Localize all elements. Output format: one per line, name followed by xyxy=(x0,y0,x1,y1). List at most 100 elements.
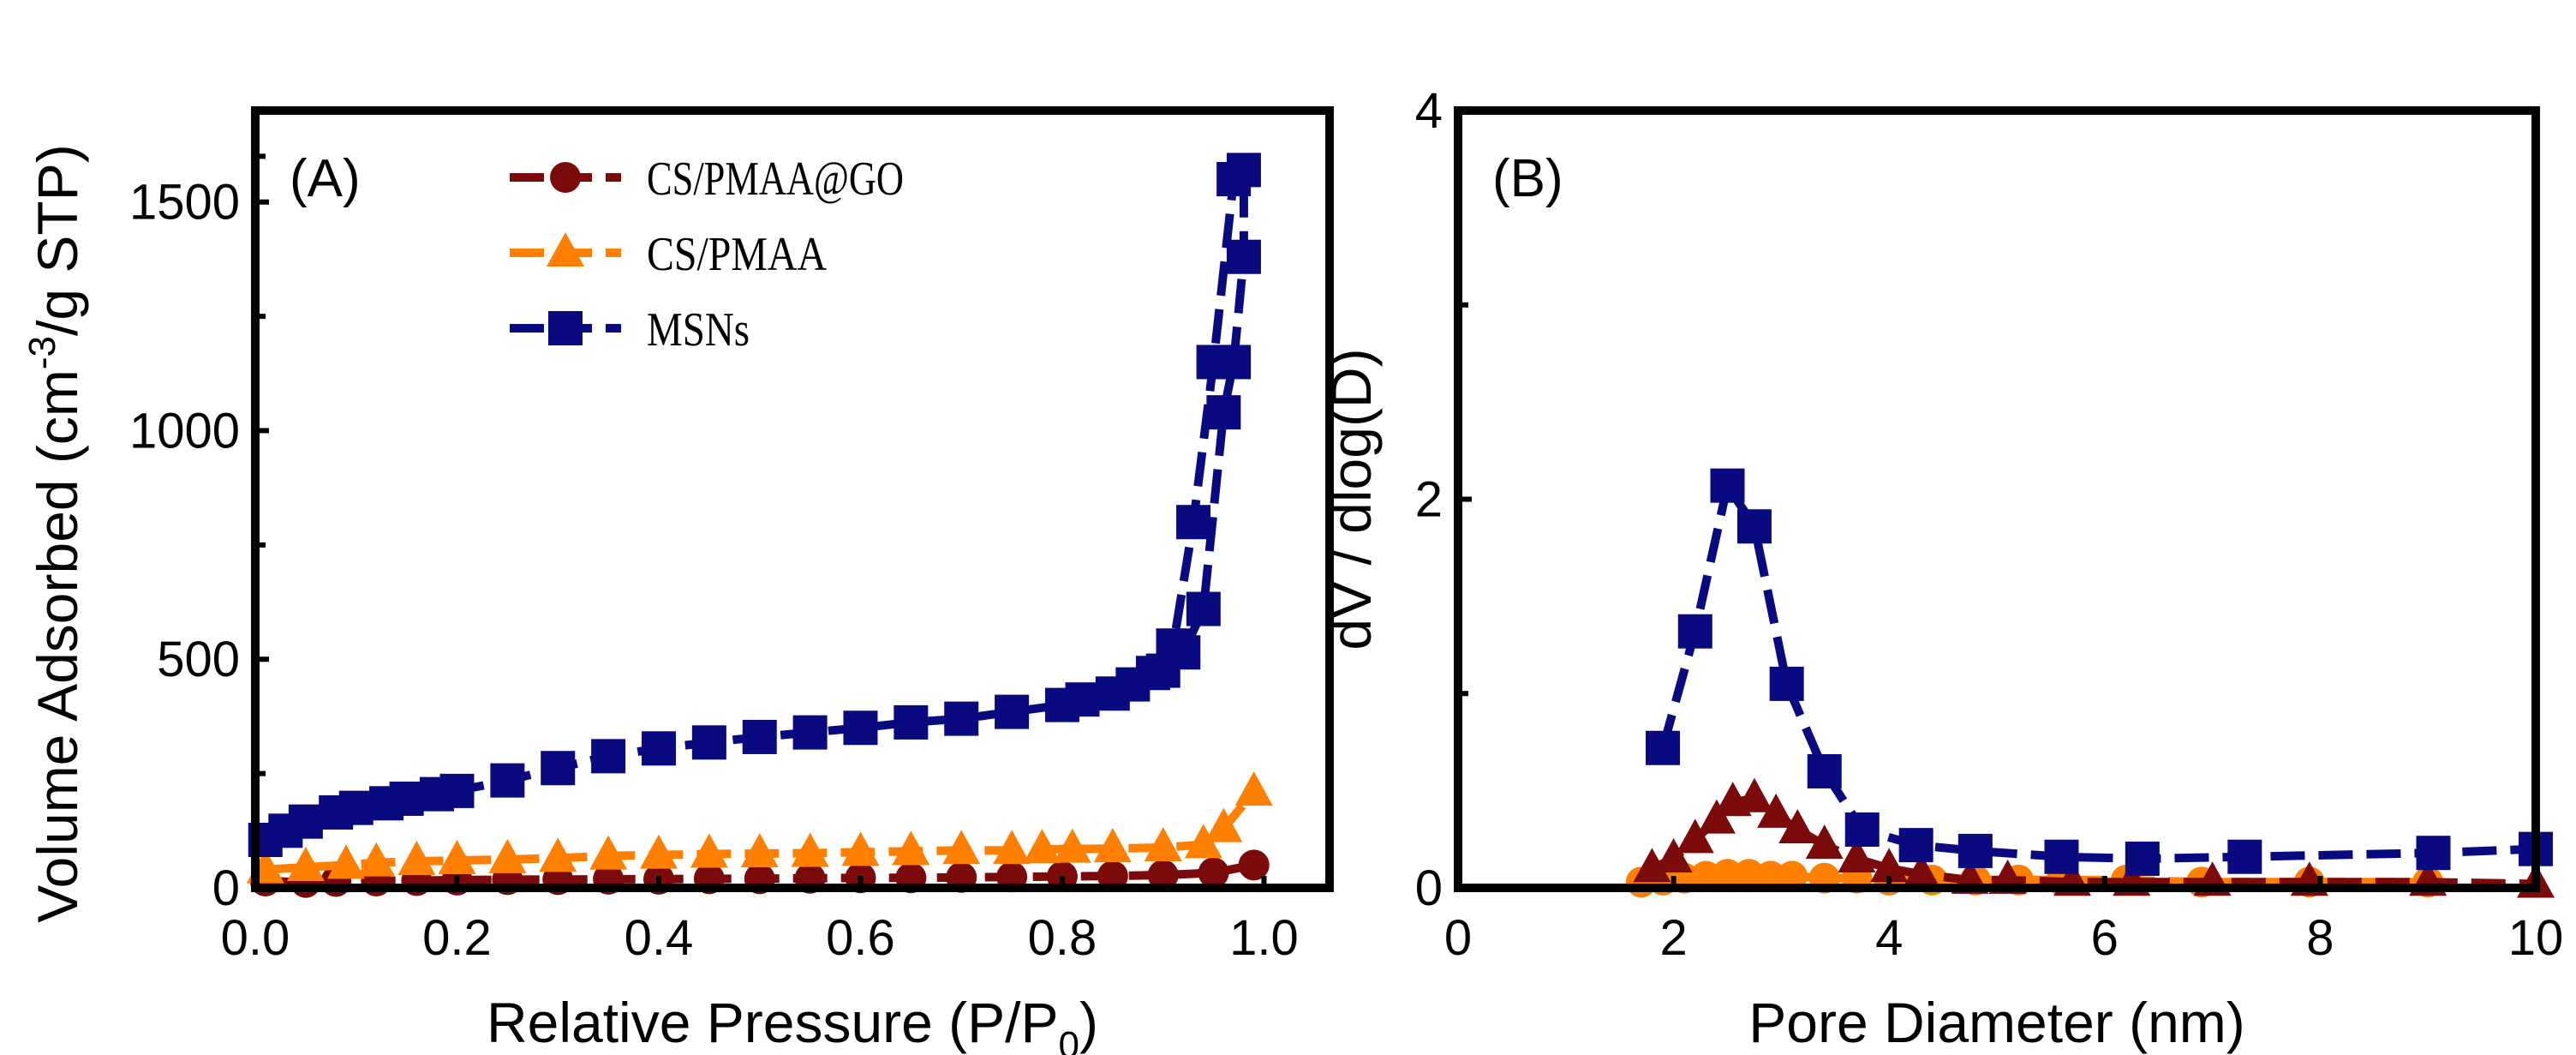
data-point xyxy=(1957,833,1993,868)
panel-label: (A) xyxy=(290,149,361,208)
data-point xyxy=(1238,849,1270,881)
x-axis-label-sub: 0 xyxy=(1059,1024,1079,1055)
x-axis-label: Relative Pressure (P/P0) xyxy=(487,991,1098,1055)
legend: CS/PMAA@GO CS/PMAA MSNs xyxy=(510,153,904,357)
data-point xyxy=(691,725,726,760)
data-point xyxy=(1778,808,1817,843)
data-point xyxy=(389,781,424,816)
data-point xyxy=(742,719,777,754)
y-axis-label: dV / dlog(D) xyxy=(1319,348,1383,650)
data-point xyxy=(740,832,779,867)
data-point xyxy=(841,831,880,866)
data-point xyxy=(1093,828,1132,863)
x-tick-label: 6 xyxy=(2091,910,2119,966)
data-point xyxy=(1176,505,1211,540)
data-point xyxy=(2416,836,2451,871)
data-point xyxy=(1844,812,1880,847)
data-point xyxy=(993,830,1031,865)
x-tick-label: 0.4 xyxy=(625,910,694,966)
y-tick-label: 4 xyxy=(1415,83,1443,139)
x-tick-label: 4 xyxy=(1875,910,1903,966)
data-point xyxy=(1654,837,1693,872)
x-tick-label: 0 xyxy=(1444,910,1472,966)
data-point xyxy=(357,842,396,877)
data-point xyxy=(641,731,676,766)
series-line xyxy=(265,860,1255,887)
data-point xyxy=(1204,807,1243,842)
data-point xyxy=(1710,468,1745,503)
data-point xyxy=(589,835,628,870)
x-tick-label: 10 xyxy=(2508,910,2564,966)
data-point xyxy=(1736,509,1772,544)
data-point xyxy=(1226,153,1261,188)
y-axis-label-end: /g STP) xyxy=(26,144,89,336)
series-msns xyxy=(248,153,1261,857)
data-point xyxy=(490,763,525,798)
x-axis-label-end: ) xyxy=(1079,991,1098,1054)
data-point xyxy=(1147,860,1179,891)
data-point xyxy=(1023,829,1061,864)
y-axis-label-sup: -3 xyxy=(21,336,63,369)
data-point xyxy=(1145,653,1180,688)
legend-label: MSNs xyxy=(647,303,750,357)
legend-marker xyxy=(550,162,581,193)
panel-label: (B) xyxy=(1492,149,1563,208)
data-point xyxy=(1805,824,1844,860)
data-point xyxy=(1769,666,1804,701)
data-point xyxy=(591,739,626,774)
y-tick-label: 0 xyxy=(1415,860,1443,916)
data-point xyxy=(326,844,365,879)
data-point xyxy=(438,839,476,874)
y-tick-label: 1500 xyxy=(129,175,240,231)
data-point xyxy=(1234,770,1273,806)
series-msns xyxy=(1646,468,2553,876)
data-point xyxy=(541,751,576,786)
data-point xyxy=(439,773,475,808)
y-tick-label: 2 xyxy=(1415,472,1443,528)
data-point xyxy=(1676,818,1714,854)
data-point xyxy=(1838,837,1876,872)
data-point xyxy=(2044,839,2079,874)
x-tick-label: 8 xyxy=(2306,910,2334,966)
y-tick-label: 0 xyxy=(212,860,240,916)
data-point xyxy=(995,694,1030,729)
data-point xyxy=(690,833,728,868)
y-tick-label: 1000 xyxy=(129,403,240,459)
legend-marker xyxy=(547,232,584,267)
data-point xyxy=(1216,345,1252,380)
plot-frame xyxy=(251,106,1334,892)
data-point xyxy=(1902,854,1940,889)
x-tick-label: 1.0 xyxy=(1229,910,1299,966)
data-point xyxy=(1186,591,1221,626)
data-point xyxy=(1226,239,1261,274)
x-axis-label: Pore Diameter (nm) xyxy=(1748,991,2244,1054)
data-point xyxy=(894,704,929,740)
data-point xyxy=(944,701,979,736)
data-point xyxy=(843,710,878,746)
data-point xyxy=(1697,799,1736,834)
legend-label: CS/PMAA@GO xyxy=(647,153,904,206)
data-point xyxy=(942,830,981,865)
x-tick-label: 0.2 xyxy=(422,910,492,966)
x-axis-label-text: Relative Pressure (P/P xyxy=(487,991,1059,1054)
series-line xyxy=(1650,794,2537,889)
data-point xyxy=(1144,827,1182,862)
data-point xyxy=(892,830,930,866)
data-point xyxy=(1184,824,1222,859)
data-point xyxy=(1712,859,1743,890)
x-tick-label: 0.6 xyxy=(826,910,895,966)
y-axis-label: Volume Adsorbed (cm-3/g STP) xyxy=(21,144,89,923)
data-point xyxy=(1898,828,1933,863)
data-point xyxy=(2227,839,2262,874)
data-point xyxy=(1735,777,1773,812)
y-axis-label-text: Volume Adsorbed (cm xyxy=(26,369,89,923)
panel-a: 0.0 0.2 0.4 0.6 0.8 1.0 0 500 1000 1500 (A) Relativ… xyxy=(21,106,1334,1055)
data-point xyxy=(539,837,577,872)
data-point xyxy=(338,790,374,825)
data-point xyxy=(639,834,678,869)
data-point xyxy=(397,841,436,876)
data-point xyxy=(792,715,828,750)
data-point xyxy=(1206,395,1241,430)
data-point xyxy=(1807,753,1842,788)
